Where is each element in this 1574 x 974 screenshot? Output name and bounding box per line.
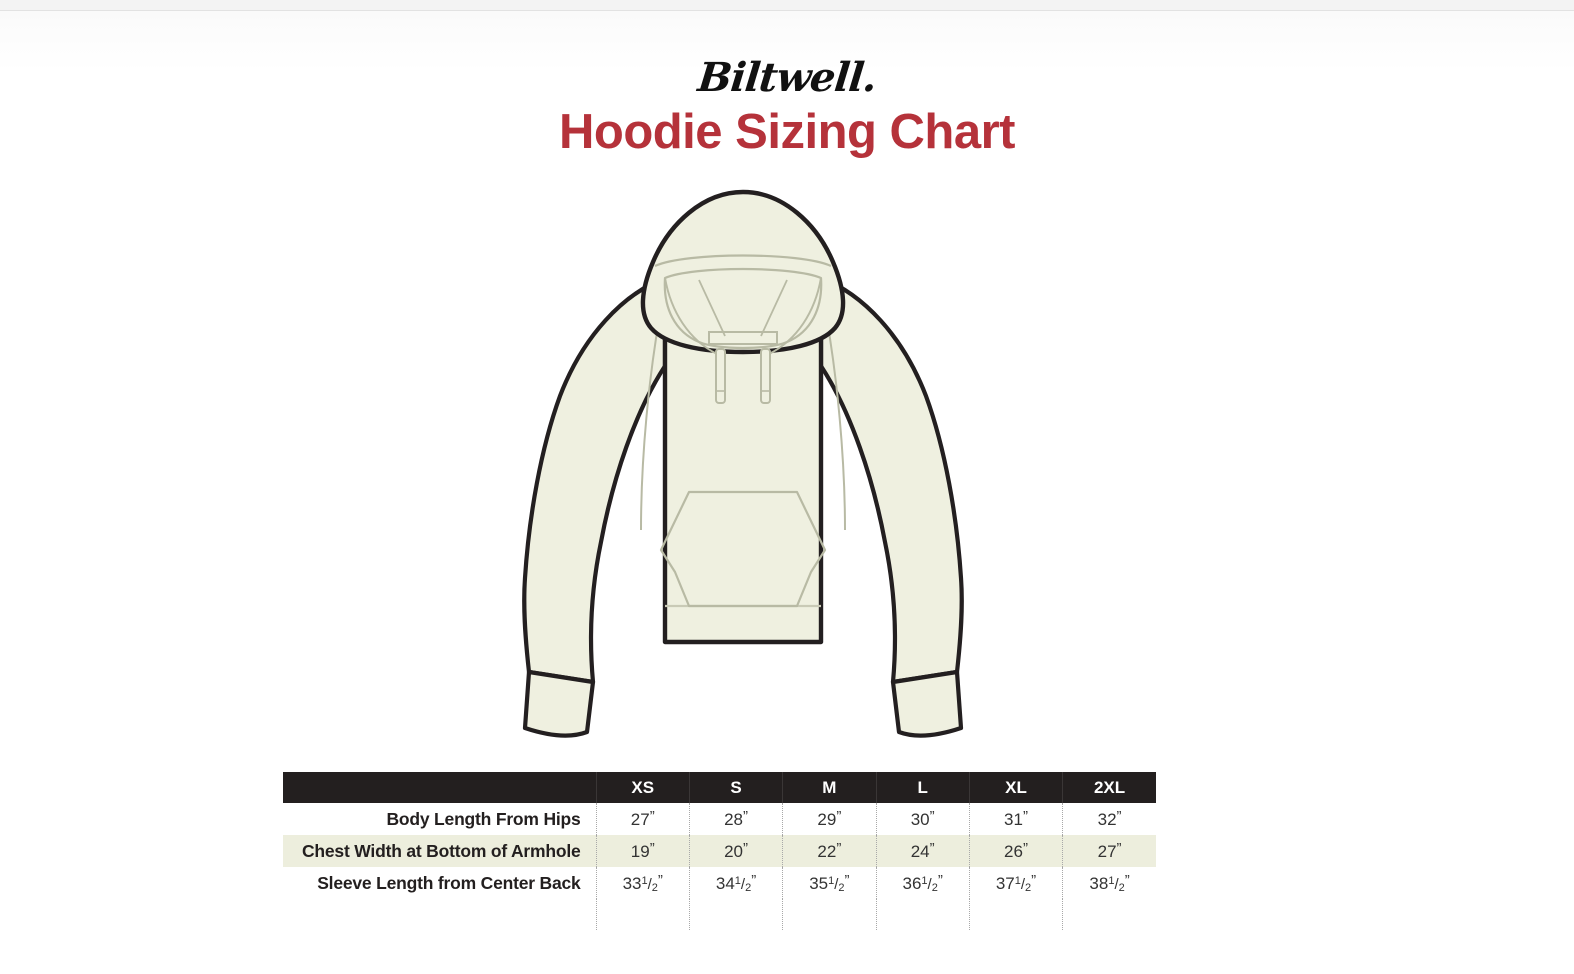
column-header-2xl: 2XL <box>1062 772 1156 803</box>
measurement-cell-m: 29” <box>782 803 877 835</box>
measurement-cell-2xl: 32” <box>1062 803 1156 835</box>
biltwell-brand-logo: Biltwell. <box>695 54 879 101</box>
spacer-label-cell <box>283 899 596 930</box>
hoodie-neckline-left <box>664 277 718 355</box>
measurement-cell-m: 22” <box>782 835 877 867</box>
hoodie-right-sleeve <box>818 275 964 685</box>
hoodie-hood-fold-right <box>760 279 788 337</box>
spacer-cell-m <box>782 899 877 930</box>
hoodie-right-cuff <box>890 669 964 738</box>
row-label: Body Length From Hips <box>386 808 581 829</box>
row-label: Chest Width at Bottom of Armhole <box>301 840 581 861</box>
measurement-cell-l: 30” <box>875 803 970 835</box>
measurement-cell-l: 361/2” <box>875 867 970 899</box>
column-header-m: M <box>782 772 877 803</box>
table-head: XS S M L XL 2XL <box>283 772 1156 803</box>
table-bottom-spacer <box>283 899 1156 930</box>
hoodie-kangaroo-pocket <box>659 490 827 608</box>
column-header-measurement <box>283 772 596 803</box>
measurement-cell-s: 341/2” <box>688 867 783 899</box>
measurement-cell-xs: 27” <box>595 803 690 835</box>
hoodie-hood-opening <box>663 267 823 350</box>
spacer-cell-xs <box>595 899 690 930</box>
sizing-table: XS S M L XL 2XL Body Length From Hips 27”… <box>283 772 1156 930</box>
spacer-cell-l <box>875 899 970 930</box>
table-row: Chest Width at Bottom of Armhole 19” 20” 22… <box>283 835 1156 867</box>
hoodie-hood-brim <box>654 254 832 267</box>
table-row: Body Length From Hips 27” 28” 29” 30” 31” 32” <box>283 803 1156 835</box>
column-header-xs: XS <box>595 772 690 803</box>
hoodie-collar <box>708 331 778 345</box>
spacer-cell-s <box>688 899 783 930</box>
measurement-cell-xl: 26” <box>968 835 1063 867</box>
table-header-row: XS S M L XL 2XL <box>283 772 1156 803</box>
measurement-cell-xs: 331/2” <box>595 867 690 899</box>
measurement-cell-2xl: 27” <box>1062 835 1156 867</box>
measurement-cell-s: 28” <box>688 803 783 835</box>
hoodie-drawstrings <box>715 348 771 404</box>
page-top-gradient <box>0 11 1574 71</box>
measurement-cell-xl: 371/2” <box>968 867 1063 899</box>
hoodie-neckline-right <box>768 277 822 355</box>
sizing-table-container: XS S M L XL 2XL Body Length From Hips 27”… <box>283 772 1156 930</box>
measurement-cell-l: 24” <box>875 835 970 867</box>
hoodie-hood-fold-left <box>698 279 726 337</box>
hoodie-illustration <box>513 186 973 746</box>
column-header-s: S <box>688 772 783 803</box>
measurement-cell-s: 20” <box>688 835 783 867</box>
page-title: Hoodie Sizing Chart <box>559 105 1016 159</box>
measurement-cell-m: 351/2” <box>782 867 877 899</box>
measurement-cell-xs: 19” <box>595 835 690 867</box>
hoodie-graphic <box>522 189 964 738</box>
column-header-l: L <box>875 772 970 803</box>
row-label: Sleeve Length from Center Back <box>317 872 581 893</box>
browser-top-strip <box>0 0 1574 11</box>
measurement-cell-xl: 31” <box>968 803 1063 835</box>
spacer-cell-xl <box>968 899 1063 930</box>
spacer-cell-2xl <box>1062 899 1156 930</box>
hoodie-left-cuff <box>522 669 596 738</box>
hoodie-left-sleeve <box>522 275 668 685</box>
column-header-xl: XL <box>968 772 1063 803</box>
measurement-cell-2xl: 381/2” <box>1062 867 1156 899</box>
table-row: Sleeve Length from Center Back 331/2” 341/… <box>283 867 1156 899</box>
table-body: Body Length From Hips 27” 28” 29” 30” 31” 32” C… <box>283 803 1156 930</box>
